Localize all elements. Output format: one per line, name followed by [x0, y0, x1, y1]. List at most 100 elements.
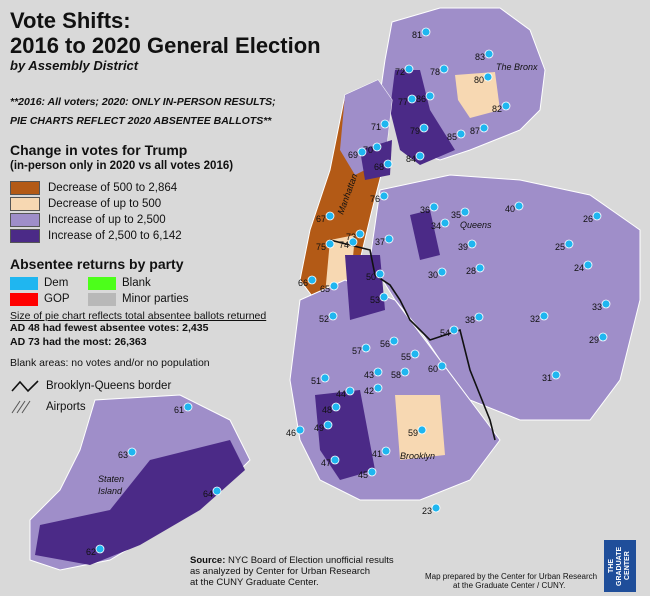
- absentee-pie-66: [307, 275, 317, 285]
- swatch-blank: [88, 276, 116, 290]
- absentee-pie-39: [467, 239, 477, 249]
- absentee-pie-74: [348, 237, 358, 247]
- district-label-33: 33: [592, 302, 602, 312]
- district-label-85: 85: [447, 132, 457, 142]
- district-label-80: 80: [474, 75, 484, 85]
- absentee-pie-70: [372, 142, 382, 152]
- district-label-52: 52: [319, 314, 329, 324]
- absentee-pie-24: [583, 260, 593, 270]
- absentee-pie-48: [331, 402, 341, 412]
- manhattan-dark: [360, 140, 392, 180]
- district-label-82: 82: [492, 104, 502, 114]
- absentee-pie-25: [564, 239, 574, 249]
- source-line-2: as analyzed by Center for Urban Research: [190, 566, 371, 577]
- absentee-pie-33: [601, 299, 611, 309]
- absentee-pie-62: [95, 544, 105, 554]
- absentee-pie-53: [379, 292, 389, 302]
- district-label-46: 46: [286, 428, 296, 438]
- legend-label: Dem: [44, 277, 69, 289]
- border-legend: Brooklyn-Queens border: [10, 378, 171, 394]
- district-label-68: 68: [374, 162, 384, 172]
- absentee-pie-76: [379, 191, 389, 201]
- district-label-64: 64: [203, 489, 213, 499]
- absentee-pie-45: [367, 467, 377, 477]
- map-subtitle: by Assembly District: [10, 58, 139, 73]
- absentee-pie-34: [440, 218, 450, 228]
- credit-note: Map prepared by the Center for Urban Res…: [425, 572, 597, 590]
- district-label-74: 74: [339, 240, 349, 250]
- district-label-37: 37: [375, 237, 385, 247]
- legend-change-heading: Change in votes for Trump: [10, 142, 188, 158]
- absentee-pie-78: [439, 64, 449, 74]
- district-label-55: 55: [401, 352, 411, 362]
- credit-line-1: Map prepared by the Center for Urban Res…: [425, 572, 598, 581]
- absentee-pie-31: [551, 370, 561, 380]
- absentee-pie-64: [212, 486, 222, 496]
- district-label-72: 72: [395, 67, 405, 77]
- legend-label: Decrease of up to 500: [48, 198, 162, 210]
- district-label-40: 40: [505, 204, 515, 214]
- absentee-pie-43: [373, 367, 383, 377]
- swatch-dem: [10, 276, 38, 290]
- absentee-pie-23: [431, 503, 441, 513]
- queens-label: Queens: [460, 220, 492, 230]
- legend-party-heading: Absentee returns by party: [10, 256, 184, 272]
- legend-change-item: Increase of up to 2,500: [10, 212, 166, 228]
- absentee-pie-79: [419, 123, 429, 133]
- district-label-41: 41: [372, 449, 382, 459]
- district-label-73: 73: [346, 232, 356, 242]
- district-label-36: 36: [420, 205, 430, 215]
- border-legend-label: Brooklyn-Queens border: [46, 380, 172, 392]
- legend-party-item: Dem Blank: [10, 275, 151, 291]
- district-label-69: 69: [348, 150, 358, 160]
- absentee-pie-55: [410, 349, 420, 359]
- district-label-34: 34: [431, 221, 441, 231]
- border-line-icon: [11, 380, 39, 393]
- district-label-54: 54: [440, 328, 450, 338]
- legend-change-item: Decrease of 500 to 2,864: [10, 180, 177, 196]
- district-label-75: 75: [316, 242, 326, 252]
- absentee-pie-56: [389, 336, 399, 346]
- district-label-43: 43: [364, 370, 374, 380]
- absentee-pie-75: [325, 239, 335, 249]
- most-prefix: AD 73 had the most:: [10, 336, 115, 348]
- most-note: AD 73 had the most: 26,363: [10, 336, 147, 348]
- source-line-1: NYC Board of Election unofficial results: [225, 555, 394, 566]
- queens-land: [369, 174, 641, 421]
- legend-label: GOP: [44, 293, 70, 305]
- district-label-47: 47: [321, 458, 331, 468]
- district-label-48: 48: [322, 405, 332, 415]
- absentee-pie-50: [375, 269, 385, 279]
- absentee-pie-82: [501, 101, 511, 111]
- absentee-pie-37: [384, 234, 394, 244]
- district-label-87: 87: [470, 126, 480, 136]
- credit-line-2: at the Graduate Center / CUNY.: [453, 581, 566, 590]
- district-label-42: 42: [364, 386, 374, 396]
- district-label-57: 57: [352, 346, 362, 356]
- absentee-pie-83: [484, 49, 494, 59]
- graduate-center-logo: THE GRADUATE CENTER: [604, 540, 636, 592]
- absentee-pie-57: [361, 343, 371, 353]
- district-label-70: 70: [363, 145, 373, 155]
- district-label-76: 76: [370, 194, 380, 204]
- district-label-53: 53: [370, 295, 380, 305]
- district-label-83: 83: [475, 52, 485, 62]
- brooklyn-queens-border: [329, 239, 496, 441]
- district-label-62: 62: [86, 547, 96, 557]
- absentee-pie-29: [598, 332, 608, 342]
- absentee-pie-80: [483, 72, 493, 82]
- fewest-value: 2,435: [182, 322, 209, 334]
- district-label-84: 84: [406, 154, 416, 164]
- title-line-1: Vote Shifts:: [10, 8, 131, 33]
- district-label-66: 66: [298, 278, 308, 288]
- fewest-note: AD 48 had fewest absentee votes: 2,435: [10, 322, 208, 334]
- swatch-increase-small: [10, 213, 40, 227]
- district-label-71: 71: [371, 122, 381, 132]
- absentee-pie-87: [479, 123, 489, 133]
- absentee-pie-49: [323, 420, 333, 430]
- absentee-pie-32: [539, 311, 549, 321]
- legend-label: Minor parties: [122, 293, 189, 305]
- absentee-pie-84: [415, 151, 425, 161]
- legend-change-item: Decrease of up to 500: [10, 196, 161, 212]
